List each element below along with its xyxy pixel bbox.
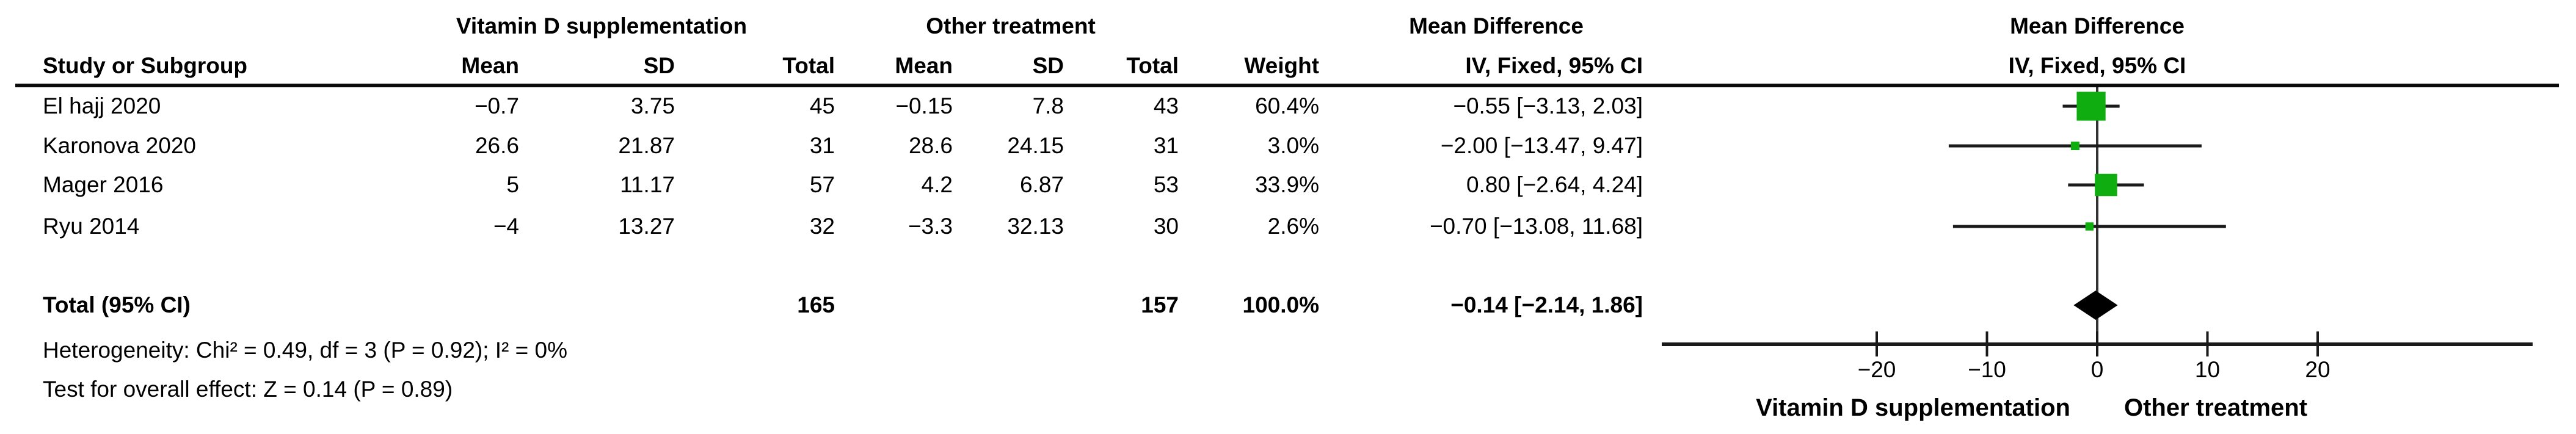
ot-total-cell: 43 [1153, 93, 1179, 118]
vd-sd-cell: 11.17 [620, 172, 675, 197]
heterogeneity-text: Heterogeneity: Chi² = 0.49, df = 3 (P = … [43, 338, 568, 363]
weight-cell: 3.0% [1267, 133, 1319, 158]
axis-tick [1876, 331, 1878, 356]
col-header-ot-total: Total [1126, 53, 1179, 78]
group-header-other-treatment: Other treatment [926, 13, 1096, 38]
ot-sd-cell: 24.15 [1007, 133, 1064, 158]
tick-label: 0 [2091, 357, 2104, 382]
ot-sd-cell: 6.87 [1019, 172, 1064, 197]
group-header-vitamin-d: Vitamin D supplementation [456, 13, 748, 38]
ot-sd-cell: 32.13 [1007, 214, 1064, 239]
total-ot-total: 157 [1141, 292, 1179, 317]
tick-label: 10 [2195, 357, 2220, 382]
md-ci-cell: −2.00 [−13.47, 9.47] [1440, 133, 1643, 158]
tick-label: 20 [2305, 357, 2330, 382]
col-header-ot-sd: SD [1032, 53, 1064, 78]
study-name-cell: Karonova 2020 [43, 133, 196, 158]
study-marker-square [2085, 222, 2094, 231]
ot-mean-cell: −3.3 [908, 214, 953, 239]
col-header-vd-total: Total [782, 53, 835, 78]
col-header-ot-mean: Mean [895, 53, 953, 78]
vd-sd-cell: 13.27 [618, 214, 675, 239]
plot-header-line1: Mean Difference [2010, 13, 2185, 38]
tick-label: −20 [1858, 357, 1896, 382]
tick-label: −10 [1968, 357, 2006, 382]
ot-total-cell: 30 [1153, 214, 1179, 239]
total-md-ci: −0.14 [−2.14, 1.86] [1450, 292, 1643, 317]
total-diamond [2073, 291, 2118, 320]
col-header-vd-mean: Mean [461, 53, 519, 78]
vd-mean-cell: −4 [493, 214, 519, 239]
total-vd-total: 165 [797, 292, 835, 317]
total-label: Total (95% CI) [43, 292, 191, 317]
axis-tick [1985, 331, 1988, 356]
col-header-weight: Weight [1244, 53, 1319, 78]
axis-tick [2316, 331, 2319, 356]
header-divider-line [15, 84, 2559, 87]
ot-total-cell: 31 [1153, 133, 1179, 158]
study-marker-square [2076, 92, 2106, 121]
axis-caption-favours-left: Vitamin D supplementation [1756, 394, 2070, 421]
md-ci-cell: −0.55 [−3.13, 2.03] [1453, 93, 1643, 118]
study-name-cell: Ryu 2014 [43, 214, 140, 239]
ot-mean-cell: 4.2 [921, 172, 953, 197]
study-name-cell: El hajj 2020 [43, 93, 161, 118]
col-header-vd-sd: SD [643, 53, 675, 78]
ot-sd-cell: 7.8 [1032, 93, 1064, 118]
zero-line [2096, 87, 2098, 344]
vd-total-cell: 45 [809, 93, 835, 118]
vd-sd-cell: 21.87 [618, 133, 675, 158]
ot-total-cell: 53 [1153, 172, 1179, 197]
axis-tick [2206, 331, 2209, 356]
study-name-cell: Mager 2016 [43, 172, 164, 197]
plot-header-line2: IV, Fixed, 95% CI [2008, 53, 2186, 78]
col-header-md-ci: IV, Fixed, 95% CI [1465, 53, 1643, 78]
vd-mean-cell: −0.7 [474, 93, 519, 118]
axis-tick [2096, 331, 2098, 356]
weight-cell: 60.4% [1255, 93, 1319, 118]
total-weight: 100.0% [1242, 292, 1320, 317]
group-header-mean-difference: Mean Difference [1409, 13, 1584, 38]
vd-sd-cell: 3.75 [630, 93, 675, 118]
md-ci-cell: −0.70 [−13.08, 11.68] [1429, 214, 1643, 239]
axis-caption-favours-right: Other treatment [2124, 394, 2308, 421]
study-marker-square [2095, 173, 2117, 197]
vd-total-cell: 31 [809, 133, 835, 158]
vd-mean-cell: 5 [506, 172, 519, 197]
weight-cell: 33.9% [1255, 172, 1319, 197]
ot-mean-cell: −0.15 [895, 93, 953, 118]
study-marker-square [2070, 141, 2079, 151]
col-header-study: Study or Subgroup [43, 53, 248, 78]
vd-total-cell: 57 [809, 172, 835, 197]
weight-cell: 2.6% [1267, 214, 1319, 239]
ot-mean-cell: 28.6 [908, 133, 953, 158]
overall-effect-text: Test for overall effect: Z = 0.14 (P = 0… [43, 377, 453, 402]
vd-total-cell: 32 [809, 214, 835, 239]
md-ci-cell: 0.80 [−2.64, 4.24] [1466, 172, 1643, 197]
vd-mean-cell: 26.6 [475, 133, 519, 158]
